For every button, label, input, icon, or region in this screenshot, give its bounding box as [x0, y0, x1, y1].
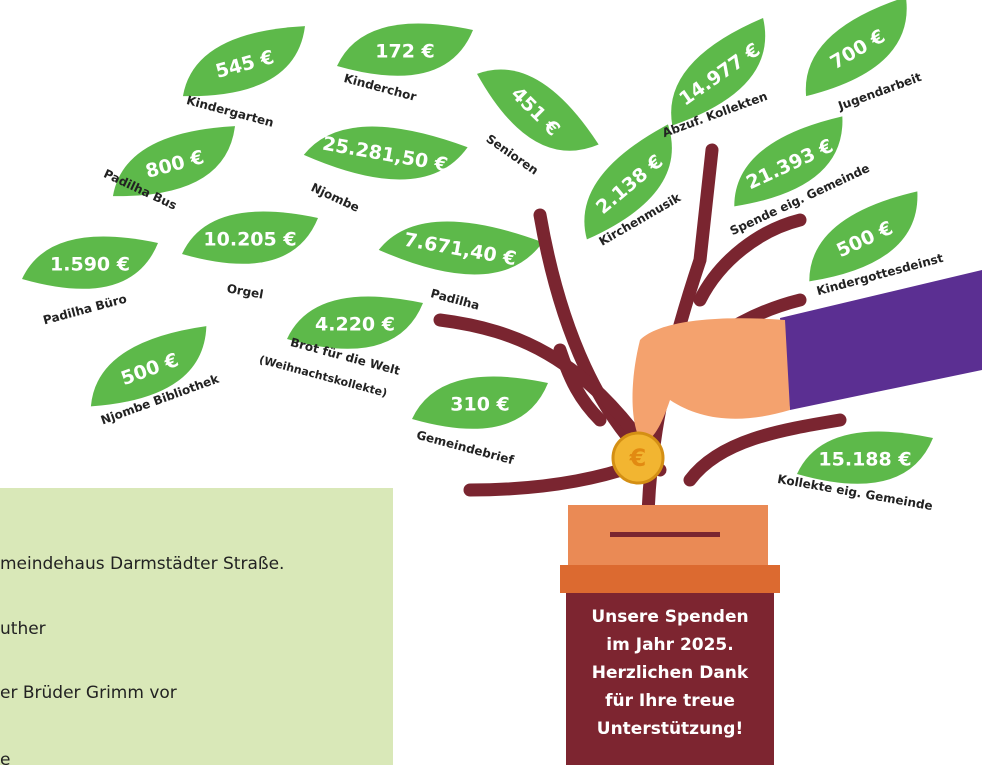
leaf-amount: 172 €	[375, 41, 435, 63]
leaf-label: Padilha Büro	[41, 292, 128, 328]
panel-text: er Brüder Grimm vor	[0, 683, 177, 703]
leaf-label: Kindergarten	[185, 93, 275, 130]
leaf-amount: 1.590 €	[50, 254, 130, 276]
leaf: 545 €	[172, 20, 317, 106]
slot	[610, 532, 720, 537]
leaf-label: Orgel	[226, 281, 265, 301]
leaf: 25.281,50 €	[302, 113, 469, 192]
leaf: 800 €	[102, 120, 247, 206]
leaf: 172 €	[337, 24, 473, 76]
page: 545 €172 €451 €14.977 €700 €800 €25.281,…	[0, 0, 982, 765]
panel-text: meindehaus Darmstädter Straße.	[0, 554, 284, 574]
leaf-label: Padilha	[429, 286, 481, 312]
leaf-amount: 310 €	[450, 394, 510, 416]
leaf: 1.590 €	[22, 237, 158, 289]
leaf: 7.671,40 €	[377, 208, 544, 287]
leaf-amount: 10.205 €	[203, 229, 296, 251]
leaf-amount: 4.220 €	[315, 314, 395, 336]
sleeve	[780, 270, 982, 410]
leaf-amount: 15.188 €	[818, 449, 911, 471]
box-text: im Jahr 2025.	[606, 635, 733, 655]
box-text: für Ihre treue	[605, 691, 735, 711]
text-panel	[0, 488, 393, 765]
leaf-label: Kinderchor	[342, 71, 418, 104]
box-text: Unterstützung!	[597, 719, 743, 739]
hand	[633, 318, 791, 441]
leaf-label: Gemeindebrief	[415, 428, 516, 468]
box-text: Unsere Spenden	[591, 607, 748, 627]
graphic: 545 €172 €451 €14.977 €700 €800 €25.281,…	[0, 0, 982, 765]
panel-text: e	[0, 750, 10, 765]
panel-text: uther	[0, 619, 46, 639]
leaf: 15.188 €	[797, 432, 933, 484]
box-lid	[560, 565, 780, 593]
leaf: 10.205 €	[182, 212, 318, 264]
box-text: Herzlichen Dank	[592, 663, 749, 683]
leaf-label: Njombe	[309, 180, 362, 215]
leaf: 451 €	[470, 44, 603, 177]
coin-symbol: €	[629, 444, 647, 472]
leaf: 310 €	[412, 377, 548, 429]
